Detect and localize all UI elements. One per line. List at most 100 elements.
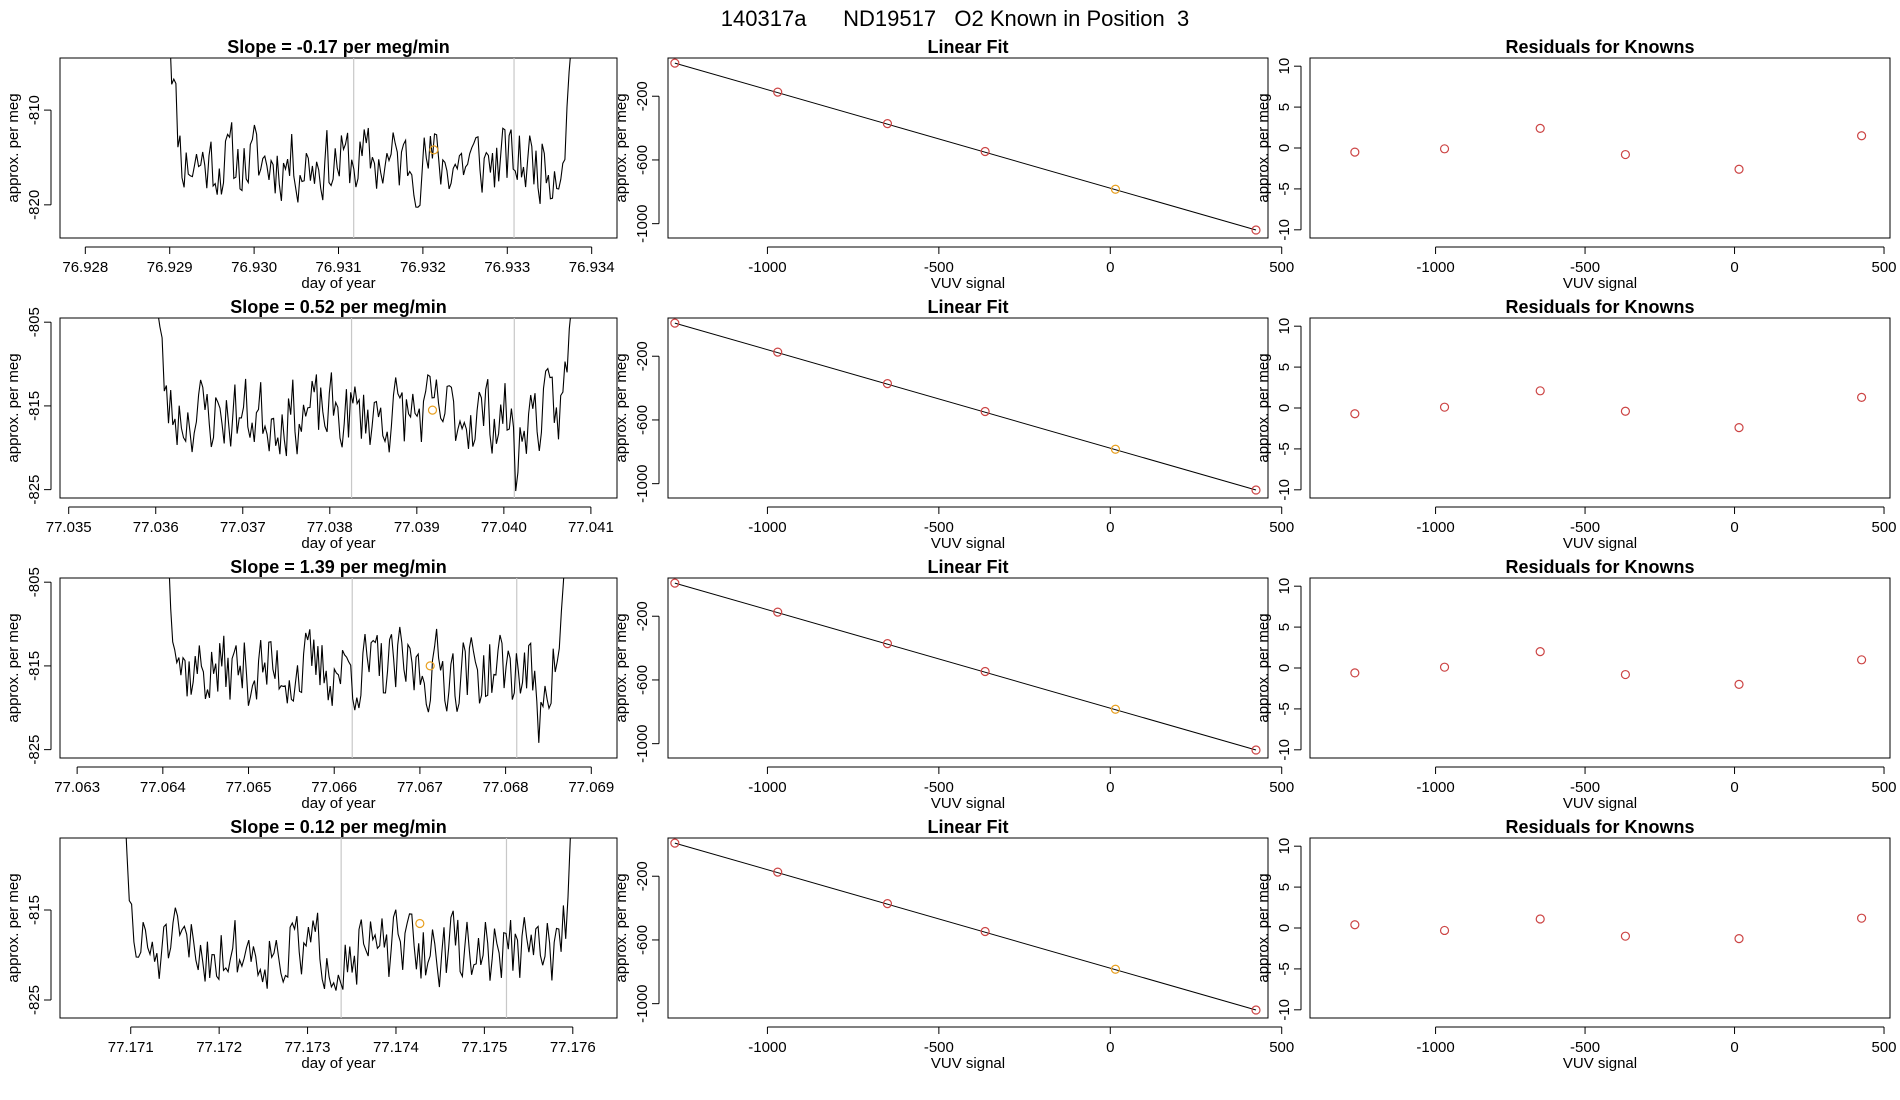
- x-tick-label: 0: [1730, 259, 1738, 276]
- data-point: [882, 639, 893, 649]
- panel-1-2: Linear Fit -1000 -500 0 500 VUV signal -200 -60…: [613, 37, 1294, 292]
- x-tick-label: 76.930: [231, 259, 277, 276]
- y-axis-label: approx. per meg: [5, 613, 22, 722]
- y-tick-label: -815: [26, 895, 43, 925]
- y-tick-label: 10: [1276, 578, 1293, 595]
- trace-line: [168, 578, 565, 743]
- y-tick-label: -1000: [634, 204, 651, 242]
- y-axis-label: approx. per meg: [613, 873, 630, 982]
- panel-2-3: Residuals for Knowns -1000 -500 0 500 VUV sig…: [1255, 297, 1897, 552]
- data-point: [1856, 655, 1867, 665]
- data-point: [1439, 925, 1450, 936]
- x-axis-label: VUV signal: [1563, 795, 1637, 812]
- x-tick-label: 500: [1269, 519, 1294, 536]
- y-tick-label: -10: [1276, 219, 1293, 241]
- x-tick-label: 0: [1106, 259, 1114, 276]
- y-tick-label: -5: [1276, 962, 1293, 975]
- x-tick-label: 77.171: [108, 1039, 154, 1056]
- data-point: [1535, 914, 1545, 924]
- highlight-point: [415, 918, 425, 929]
- x-axis-label: day of year: [301, 795, 375, 812]
- plot-area: [158, 318, 571, 498]
- data-point: [1620, 931, 1631, 941]
- data-point: [1734, 164, 1744, 174]
- plot-area: [1350, 386, 1867, 433]
- data-point: [773, 867, 783, 877]
- panel-title: Slope = 0.52 per meg/min: [230, 297, 447, 317]
- data-point: [980, 406, 990, 417]
- panel-1-3: Residuals for Knowns -1000 -500 0 500 VUV sig…: [1255, 37, 1897, 292]
- x-tick-label: 0: [1730, 519, 1738, 536]
- x-axis-label: VUV signal: [931, 275, 1005, 292]
- x-tick-label: 500: [1269, 1039, 1294, 1056]
- x-tick-label: 76.933: [484, 259, 530, 276]
- panel-4-3: Residuals for Knowns -1000 -500 0 500 VUV sig…: [1255, 817, 1897, 1072]
- plot-frame: [667, 317, 1269, 499]
- plot-area: [670, 318, 1261, 495]
- data-point: [1535, 647, 1545, 657]
- data-point: [980, 666, 990, 677]
- x-tick-label: -500: [924, 1039, 954, 1056]
- plot-frame: [1309, 57, 1891, 239]
- x-tick-label: 77.067: [397, 779, 443, 796]
- plot-frame: [59, 57, 618, 239]
- x-tick-label: 77.040: [481, 519, 527, 536]
- x-tick-label: 0: [1730, 1039, 1738, 1056]
- x-tick-label: -500: [1570, 1039, 1600, 1056]
- plot-area: [670, 578, 1261, 755]
- panel-2-1: Slope = 0.52 per meg/min 77.035 77.036 77.0…: [5, 297, 618, 552]
- panel-3-3: Residuals for Knowns -1000 -500 0 500 VUV sig…: [1255, 557, 1897, 812]
- x-tick-label: -1000: [1416, 779, 1454, 796]
- data-point: [1620, 149, 1631, 160]
- x-tick-label: 77.066: [311, 779, 357, 796]
- data-point: [1350, 147, 1360, 157]
- panel-title: Slope = -0.17 per meg/min: [227, 37, 450, 57]
- data-point: [670, 58, 680, 68]
- panel-title: Residuals for Knowns: [1505, 37, 1694, 57]
- y-axis-label: approx. per meg: [5, 873, 22, 982]
- y-tick-label: -820: [26, 190, 43, 220]
- x-tick-label: -1000: [1416, 1039, 1454, 1056]
- highlight-point: [1110, 184, 1121, 194]
- trace-line: [170, 58, 571, 208]
- data-point: [1620, 406, 1631, 416]
- x-tick-label: 77.173: [285, 1039, 331, 1056]
- data-point: [980, 926, 990, 937]
- data-point: [1734, 934, 1744, 944]
- data-point: [1856, 392, 1867, 402]
- plot-frame: [1309, 577, 1891, 759]
- x-tick-label: 77.174: [373, 1039, 419, 1056]
- panel-title: Residuals for Knowns: [1505, 817, 1694, 837]
- x-tick-label: -500: [924, 259, 954, 276]
- data-point: [1734, 679, 1744, 689]
- highlight-point: [427, 405, 438, 415]
- data-point: [1620, 669, 1631, 680]
- x-tick-label: 77.038: [307, 519, 353, 536]
- fit-line: [674, 582, 1257, 751]
- x-axis-label: VUV signal: [1563, 1055, 1637, 1072]
- y-tick-label: -10: [1276, 479, 1293, 501]
- x-tick-label: 77.039: [394, 519, 440, 536]
- plot-frame: [1309, 837, 1891, 1019]
- highlight-point: [429, 145, 439, 155]
- x-tick-label: -1000: [748, 519, 786, 536]
- y-axis-label: approx. per meg: [5, 93, 22, 202]
- y-tick-label: -600: [634, 925, 651, 955]
- x-tick-label: 77.065: [226, 779, 272, 796]
- y-tick-label: 10: [1276, 838, 1293, 855]
- highlight-point: [1110, 704, 1121, 714]
- x-axis-label: VUV signal: [931, 795, 1005, 812]
- data-point: [1535, 123, 1545, 133]
- y-axis-label: approx. per meg: [613, 613, 630, 722]
- y-tick-label: -805: [26, 307, 43, 337]
- y-tick-label: 0: [1276, 404, 1293, 412]
- y-tick-label: -600: [634, 145, 651, 175]
- panel-title: Linear Fit: [927, 557, 1008, 577]
- x-tick-label: 77.063: [54, 779, 100, 796]
- y-tick-label: -600: [634, 665, 651, 695]
- y-axis-label: approx. per meg: [5, 353, 22, 462]
- x-tick-label: 500: [1872, 1039, 1897, 1056]
- panel-title: Linear Fit: [927, 297, 1008, 317]
- y-tick-label: -600: [634, 405, 651, 435]
